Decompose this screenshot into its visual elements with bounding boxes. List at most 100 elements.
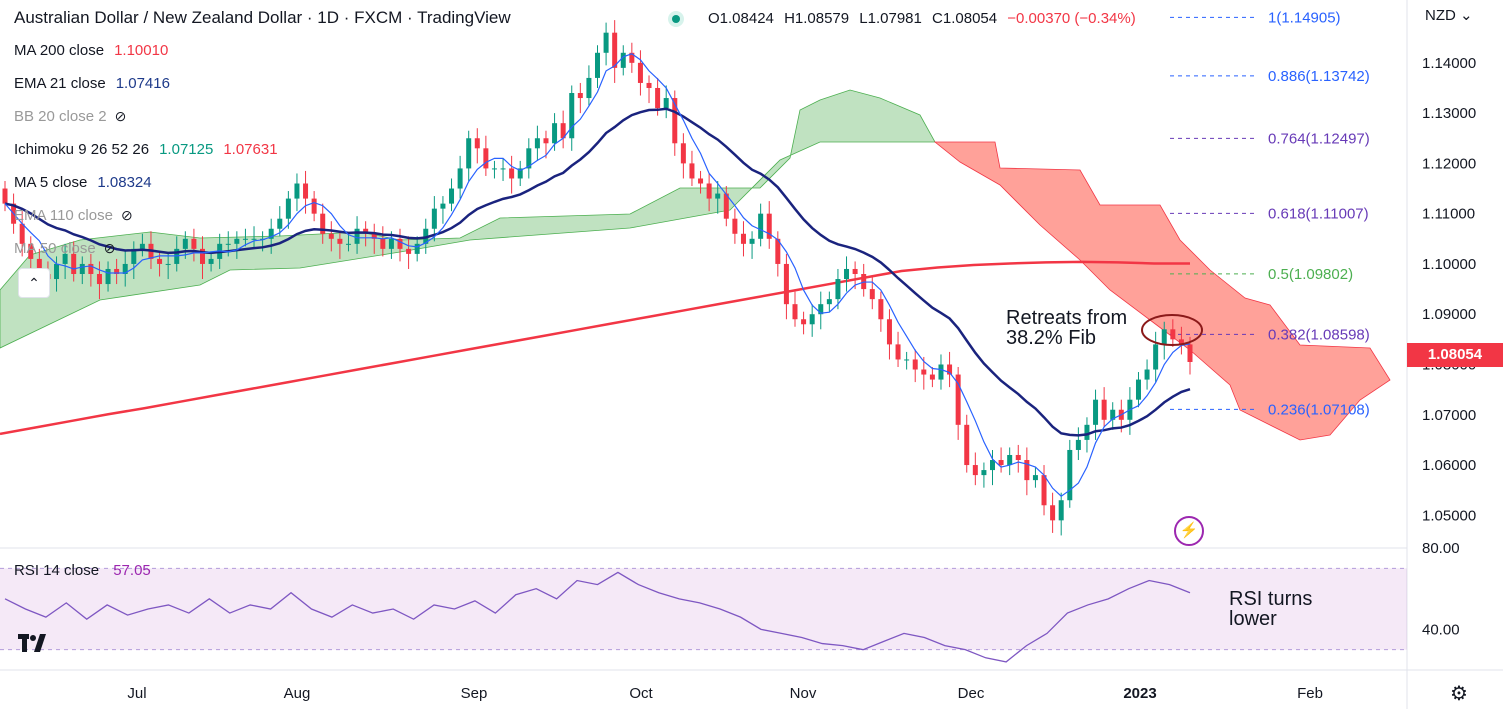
candle-body: [251, 238, 257, 240]
candle-body: [629, 52, 635, 63]
chevron-up-icon: ⌃: [28, 275, 40, 291]
candle-body: [157, 258, 163, 264]
candle-body: [36, 258, 42, 274]
candle-body: [1101, 399, 1107, 420]
ma200-line: [0, 260, 1190, 436]
price-tick-label: 1.10000: [1422, 256, 1476, 273]
candle-body: [569, 93, 575, 139]
fib-level-label: 1(1.14905): [1268, 9, 1341, 26]
legend-name: BB 20 close 2: [14, 108, 107, 125]
candle-body: [886, 319, 892, 345]
candle-body: [749, 238, 755, 244]
candle-body: [431, 208, 437, 229]
candle-body: [303, 183, 309, 199]
legend-name: MA 50 close: [14, 240, 96, 257]
price-tick-label: 1.14000: [1422, 55, 1476, 72]
candle-body: [947, 364, 953, 375]
legend-row[interactable]: MA 200 close 1.10010: [14, 42, 168, 59]
candle-body: [586, 77, 592, 99]
price-tick-label: 1.11000: [1422, 206, 1475, 223]
candle-body: [354, 228, 360, 244]
candle-body: [79, 263, 85, 274]
candle-body: [1170, 329, 1176, 340]
open-value: O1.08424: [708, 10, 774, 27]
candle-body: [1144, 369, 1150, 380]
legend-value: 1.08324: [97, 174, 152, 191]
time-tick-label: Aug: [284, 685, 311, 702]
candle-body: [775, 238, 781, 264]
candle-body: [474, 138, 480, 149]
legend-row[interactable]: Ichimoku 9 26 52 26 1.07125 1.07631: [14, 141, 278, 158]
legend-row[interactable]: MA 5 close 1.08324: [14, 174, 152, 191]
candle-body: [500, 168, 506, 170]
candle-body: [826, 299, 832, 305]
candle-body: [191, 238, 197, 249]
candle-body: [363, 228, 369, 234]
candle-body: [895, 344, 901, 360]
candle-body: [1153, 344, 1159, 370]
legend-row[interactable]: MA 50 close ⊘: [14, 240, 115, 257]
candle-body: [809, 314, 815, 325]
lightning-icon[interactable]: ⚡: [1174, 516, 1204, 546]
candle-body: [1067, 449, 1073, 501]
candle-body: [449, 188, 455, 204]
candle-body: [835, 279, 841, 300]
candle-body: [1058, 500, 1064, 521]
rsi-legend: RSI 14 close 57.05: [14, 562, 151, 579]
candle-body: [783, 263, 789, 305]
candle-body: [1178, 339, 1184, 345]
candle-body: [526, 148, 532, 169]
fib-level-label: 0.382(1.08598): [1268, 326, 1370, 343]
candle-body: [637, 62, 643, 83]
candle-body: [680, 143, 686, 164]
candle-body: [517, 168, 523, 179]
rsi-line: [4, 571, 1191, 663]
candle-body: [758, 213, 764, 239]
rsi-tick-label: 80.00: [1422, 540, 1460, 557]
candle-body: [337, 238, 343, 244]
legend-row[interactable]: BB 20 close 2 ⊘: [14, 108, 126, 125]
candle-body: [801, 319, 807, 325]
fib-level-label: 0.618(1.11007): [1268, 205, 1369, 222]
legend-row[interactable]: EMA 21 close 1.07416: [14, 75, 170, 92]
candle-body: [878, 299, 884, 320]
time-tick-label: Dec: [958, 685, 985, 702]
candle-body: [603, 32, 609, 53]
candle-body: [371, 233, 377, 239]
candle-body: [457, 168, 463, 189]
change-value: −0.00370 (−0.34%): [1007, 10, 1136, 27]
time-tick-label: Feb: [1297, 685, 1323, 702]
candle-body: [612, 32, 618, 68]
legend-value: 1.10010: [114, 42, 169, 59]
candle-body: [869, 289, 875, 300]
collapse-legend-button[interactable]: ⌃: [18, 268, 50, 298]
close-value: C1.08054: [932, 10, 998, 27]
currency-selector[interactable]: NZD ⌄: [1425, 7, 1473, 24]
hidden-eye-icon[interactable]: ⊘: [114, 108, 127, 124]
candle-body: [964, 424, 970, 466]
candle-body: [938, 364, 944, 380]
hidden-eye-icon[interactable]: ⊘: [103, 240, 116, 256]
candle-body: [1161, 329, 1167, 345]
candle-body: [689, 163, 695, 179]
rsi-annotation-line1: RSI turns: [1229, 588, 1313, 610]
candle-body: [1075, 439, 1081, 450]
candle-body: [663, 98, 669, 109]
candle-body: [388, 238, 394, 249]
candle-body: [740, 233, 746, 244]
candle-body: [543, 138, 549, 144]
candle-body: [912, 359, 918, 370]
candle-body: [844, 268, 850, 280]
candle-body: [998, 460, 1004, 466]
candle-body: [440, 203, 446, 209]
time-tick-label: Jul: [127, 685, 146, 702]
legend-value: 1.07125: [159, 141, 214, 158]
gear-icon[interactable]: ⚙: [1450, 683, 1468, 705]
hidden-eye-icon[interactable]: ⊘: [120, 207, 133, 223]
candle-body: [1084, 424, 1090, 440]
time-tick-label: 2023: [1123, 685, 1156, 702]
legend-row[interactable]: EMA 110 close ⊘: [14, 207, 133, 224]
fib-annotation-line2: 38.2% Fib: [1006, 327, 1097, 349]
fib-annotation-line1: Retreats from: [1006, 307, 1128, 329]
candle-body: [646, 82, 652, 88]
